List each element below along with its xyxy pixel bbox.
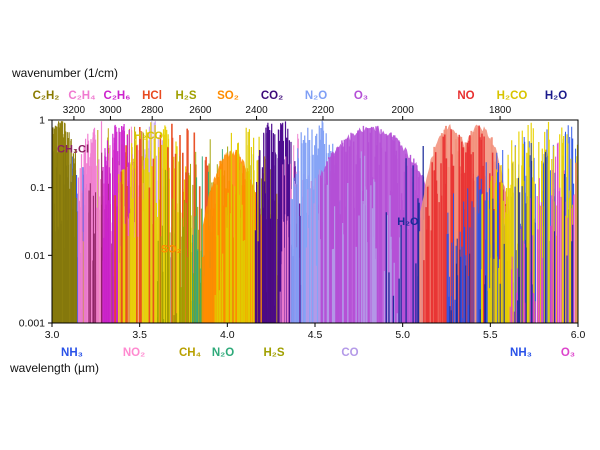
band-25-H₂O [449,143,574,323]
molecule-label-inner-H₂CO: H₂CO [134,130,164,142]
x-tick-label: 5.0 [395,329,410,341]
molecule-label-top-N₂O: N₂O [305,90,327,102]
band-1-C₂H₂ [52,121,78,323]
molecule-label-top-H₂CO: H₂CO [497,90,528,102]
band-18-CO [305,151,401,323]
wavenumber-tick-label: 1800 [489,105,512,116]
molecule-label-top-CO₂: CO₂ [261,90,283,102]
molecule-label-bottom-NH₃: NH₃ [510,347,532,359]
wavenumber-tick-label: 2800 [141,105,164,116]
molecule-label-bottom-N₂O: N₂O [212,347,234,359]
molecule-label-top-C₂H₂: C₂H₂ [33,90,60,102]
molecule-label-top-H₂S: H₂S [175,90,196,102]
y-tick-label: 1 [39,115,45,127]
wavenumber-tick-label: 2400 [245,105,268,116]
wavenumber-tick-label: 2200 [312,105,335,116]
molecule-label-top-C₂H₆: C₂H₆ [104,90,131,102]
molecule-label-bottom-NH₃: NH₃ [61,347,83,359]
molecule-label-inner-CH₃Cl: CH₃Cl [57,144,89,156]
x-tick-label: 4.0 [220,329,235,341]
molecule-label-bottom-CO: CO [341,347,358,359]
molecule-label-top-C₂H₄: C₂H₄ [68,90,95,102]
wavenumber-tick-label: 3000 [99,105,122,116]
y-tick-label: 0.01 [25,250,46,262]
molecule-label-bottom-O₃: O₃ [561,347,575,359]
wavenumber-tick-label: 2000 [392,105,415,116]
molecule-label-top-NO: NO [457,90,474,102]
x-tick-label: 6.0 [571,329,586,341]
molecule-label-top-H₂O: H₂O [545,90,567,102]
x-tick-label: 4.5 [308,329,323,341]
bottom-axis-title: wavelength (µm) [10,361,99,375]
molecule-label-inner-H₂O: H₂O [397,216,419,228]
y-tick-label: 0.001 [19,318,45,330]
x-tick-label: 3.5 [132,329,147,341]
wavenumber-tick-label: 3200 [63,105,86,116]
molecule-label-bottom-CH₄: CH₄ [179,347,201,359]
y-tick-label: 0.1 [30,182,45,194]
x-tick-label: 3.0 [45,329,60,341]
wavenumber-tick-label: 2600 [189,105,212,116]
x-tick-label: 5.5 [483,329,498,341]
molecule-label-top-SO₂: SO₂ [217,90,239,102]
molecule-label-inner-SO₂: SO₂ [161,244,182,256]
axis-ticks [48,116,579,327]
molecule-label-top-HCl: HCl [142,90,162,102]
molecule-label-bottom-H₂S: H₂S [263,347,284,359]
top-axis-title: wavenumber (1/cm) [12,66,119,80]
molecule-label-bottom-NO₂: NO₂ [123,347,145,359]
molecule-label-top-O₃: O₃ [354,90,368,102]
